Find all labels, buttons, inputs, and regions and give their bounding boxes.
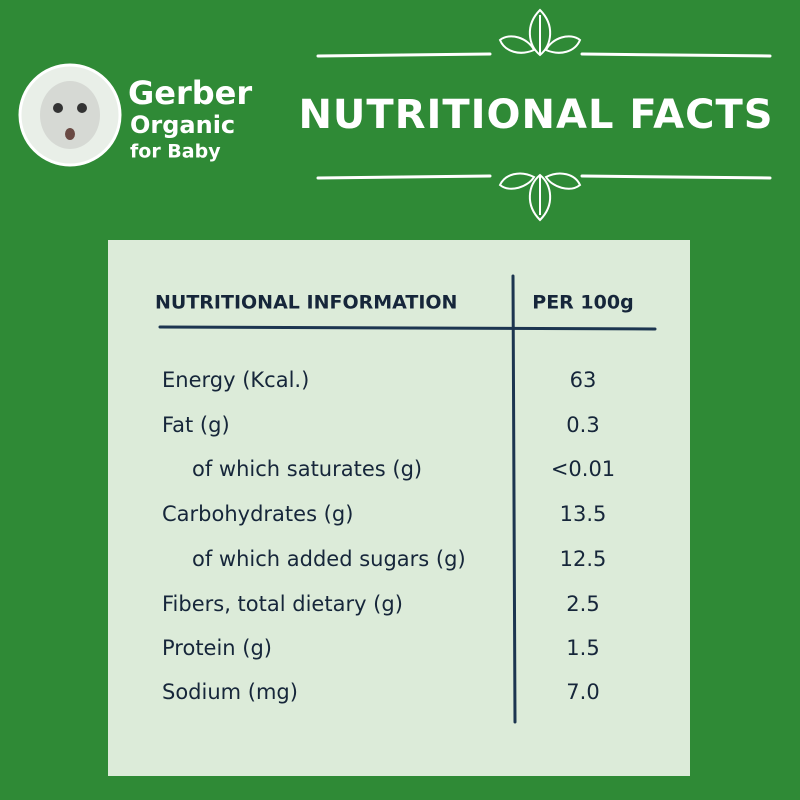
- row-value: <0.01: [551, 457, 615, 481]
- row-value: 1.5: [566, 636, 599, 660]
- row-label: Sodium (mg): [162, 680, 298, 704]
- row-label: Energy (Kcal.): [162, 368, 309, 392]
- row-label: Fat (g): [162, 413, 230, 437]
- baby-eye: [77, 103, 87, 113]
- column-divider: [511, 274, 517, 724]
- row-label: of which saturates (g): [192, 457, 422, 481]
- row-value: 2.5: [566, 592, 599, 616]
- baby-eye: [53, 103, 63, 113]
- row-value: 0.3: [566, 413, 599, 437]
- row-value: 63: [570, 368, 597, 392]
- logo: [18, 63, 122, 167]
- decor-line: [316, 52, 492, 58]
- table-header: PER 100g: [532, 292, 633, 314]
- header-divider: [158, 325, 657, 331]
- page-title: NUTRITIONAL FACTS: [298, 92, 773, 138]
- row-label: Fibers, total dietary (g): [162, 592, 403, 616]
- row-value: 7.0: [566, 680, 599, 704]
- row-value: 12.5: [560, 547, 607, 571]
- baby-mouth: [65, 128, 75, 140]
- decor-line: [580, 174, 772, 180]
- row-label: of which added sugars (g): [192, 547, 466, 571]
- row-value: 13.5: [560, 502, 607, 526]
- brand-name: Gerber: [128, 74, 252, 112]
- table-header: NUTRITIONAL INFORMATION: [155, 292, 457, 314]
- baby-face: [40, 81, 100, 149]
- brand-line: for Baby: [130, 141, 221, 163]
- row-label: Carbohydrates (g): [162, 502, 353, 526]
- brand-line: Organic: [130, 111, 235, 139]
- row-label: Protein (g): [162, 636, 272, 660]
- leaf-ornament: [498, 8, 582, 222]
- decor-line: [316, 174, 492, 180]
- decor-line: [580, 52, 772, 58]
